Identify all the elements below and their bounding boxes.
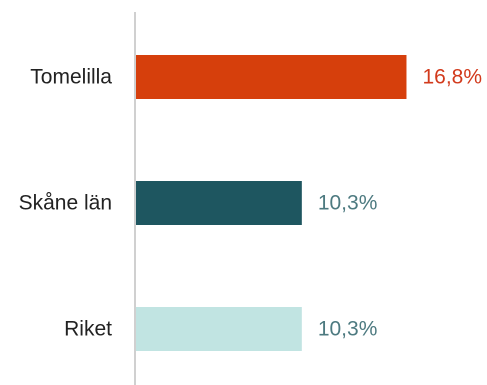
category-label-0: Tomelilla [30, 66, 112, 89]
value-label-1: 10,3% [318, 192, 378, 215]
labels-layer: Tomelilla 16,8% Skåne län 10,3% Riket 10,3% [19, 66, 482, 341]
bars-layer [136, 55, 407, 351]
value-label-0: 16,8% [422, 66, 482, 89]
bar-0 [136, 55, 407, 99]
bar-1 [136, 181, 302, 225]
value-label-2: 10,3% [318, 318, 378, 341]
category-label-2: Riket [64, 318, 112, 341]
category-label-1: Skåne län [19, 192, 112, 215]
bar-2 [136, 307, 302, 351]
